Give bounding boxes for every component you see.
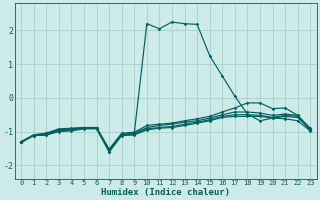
X-axis label: Humidex (Indice chaleur): Humidex (Indice chaleur) bbox=[101, 188, 230, 197]
